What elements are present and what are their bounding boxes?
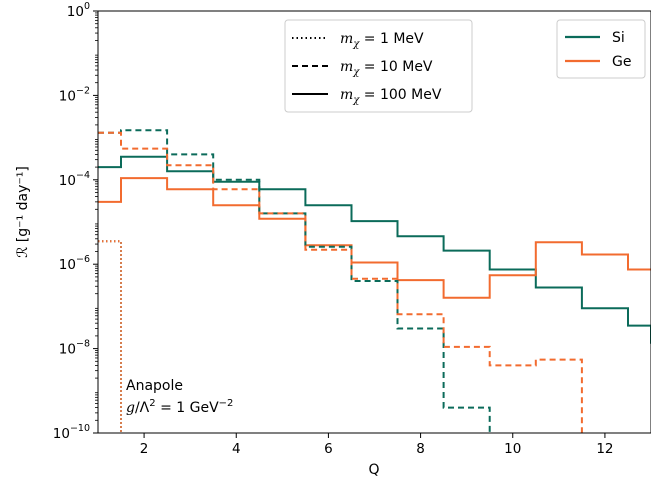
annotation-line-1: Anapole bbox=[126, 378, 183, 394]
x-tick-label: 4 bbox=[232, 441, 241, 457]
legend-label-ge: Ge bbox=[612, 54, 631, 70]
series-si-10mev bbox=[98, 129, 491, 433]
x-tick-label: 10 bbox=[504, 441, 521, 457]
material-legend: Si Ge bbox=[556, 19, 646, 79]
mass-legend: mχ = 1 MeV mχ = 10 MeV mχ = 100 MeV bbox=[284, 19, 473, 113]
x-tick-label: 2 bbox=[140, 441, 149, 457]
y-axis-label: ℛ [g⁻¹ day⁻¹] bbox=[15, 166, 31, 258]
annotation-line-2: g/Λ2 = 1 GeV−2 bbox=[126, 398, 233, 416]
legend-label-10mev: mχ = 10 MeV bbox=[340, 59, 433, 78]
legend-label-1mev: mχ = 1 MeV bbox=[340, 31, 424, 50]
series-ge-10mev bbox=[98, 131, 583, 433]
y-tick-label: 10−6 bbox=[59, 254, 90, 273]
anapole-annotation: Anapole g/Λ2 = 1 GeV−2 bbox=[126, 378, 233, 416]
series-si-100mev bbox=[98, 155, 651, 344]
x-tick-label: 12 bbox=[596, 441, 613, 457]
plot-frame bbox=[97, 10, 651, 434]
plot-border bbox=[97, 10, 651, 434]
y-tick-label: 10−10 bbox=[53, 423, 90, 442]
mass-legend-box bbox=[284, 19, 473, 113]
series-ge-100mev bbox=[98, 177, 651, 299]
legend-label-si: Si bbox=[612, 30, 625, 46]
x-tick-label: 6 bbox=[324, 441, 333, 457]
plot-series bbox=[98, 129, 651, 433]
y-tick-label: 10−4 bbox=[59, 170, 90, 189]
x-tick-label: 8 bbox=[416, 441, 425, 457]
y-tick-label: 10−2 bbox=[59, 85, 90, 104]
material-legend-box bbox=[556, 19, 646, 79]
x-axis-label: Q bbox=[368, 462, 379, 478]
series-ge-1mev bbox=[98, 240, 122, 433]
y-ticks: 100 10−2 10−4 10−6 10−8 10−10 bbox=[53, 1, 98, 442]
y-tick-label: 100 bbox=[67, 1, 90, 20]
x-ticks: 2 4 6 8 10 12 bbox=[140, 433, 614, 457]
legend-label-100mev: mχ = 100 MeV bbox=[340, 87, 442, 106]
series-si-1mev bbox=[98, 240, 122, 433]
y-tick-label: 10−8 bbox=[59, 339, 90, 358]
